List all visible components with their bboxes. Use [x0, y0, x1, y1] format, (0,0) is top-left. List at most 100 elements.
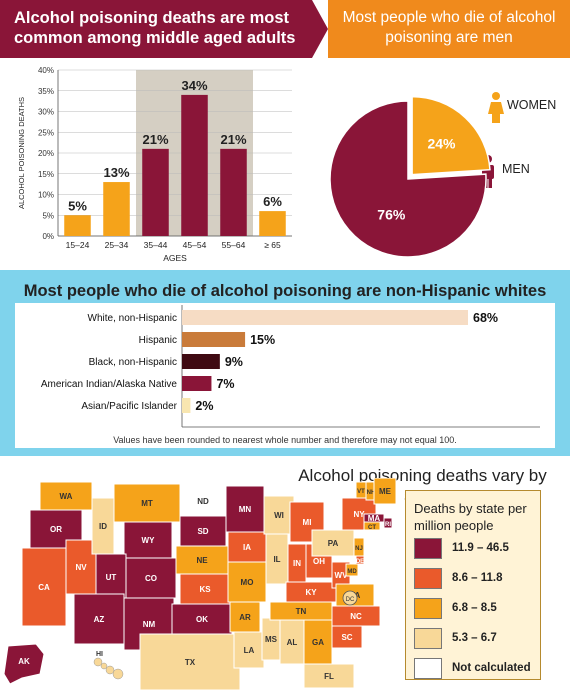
- state-label: WI: [274, 511, 284, 520]
- header-arrow: [312, 0, 328, 58]
- y-tick-label: 30%: [38, 108, 54, 117]
- state-nd: [179, 485, 227, 517]
- legend-swatch: [414, 598, 442, 619]
- state-wy: [123, 521, 173, 559]
- race-category-label: Asian/Pacific Islander: [81, 401, 177, 412]
- state-label: ME: [379, 487, 392, 496]
- woman-icon: [488, 92, 504, 123]
- state-label: NJ: [355, 546, 363, 552]
- x-tick-label: 35–44: [144, 240, 168, 250]
- y-tick-label: 15%: [38, 170, 54, 179]
- state-label: NE: [196, 556, 208, 565]
- x-tick-label: 25–34: [105, 240, 129, 250]
- state-label: MA: [368, 514, 381, 523]
- state-label: NY: [353, 510, 365, 519]
- pie-slice-men: [329, 100, 487, 258]
- state-label: OH: [313, 557, 325, 566]
- state-label: NV: [75, 563, 87, 572]
- y-tick-label: 10%: [38, 191, 54, 200]
- state-mt: [113, 483, 181, 523]
- rounding-note: Values have been rounded to nearest whol…: [113, 435, 457, 445]
- race-category-label: Hispanic: [139, 335, 177, 346]
- state-label: MT: [141, 499, 153, 508]
- state-hi: [100, 662, 108, 670]
- state-ne: [175, 545, 229, 575]
- x-axis-title: AGES: [163, 253, 187, 263]
- state-dc: [342, 590, 358, 606]
- legend-swatch: [414, 658, 442, 679]
- state-la: [233, 631, 265, 669]
- race-bar-chart: White, non-Hispanic 68% Hispanic 15% Black, …: [41, 305, 540, 428]
- state-ga: [303, 619, 333, 665]
- state-map: WA OR CA NV ID MT WY UT AZ CO NM ND SD NE KS OK TX MN IA MO…: [3, 478, 397, 691]
- state-md: [345, 563, 359, 577]
- state-label: MD: [347, 569, 357, 575]
- race-category-label: American Indian/Alaska Native: [41, 379, 178, 390]
- state-label: MS: [265, 635, 278, 644]
- age-bar-value: 6%: [263, 194, 282, 209]
- state-label: AK: [18, 657, 30, 666]
- race-bar-value: 2%: [195, 399, 213, 413]
- state-az: [73, 593, 125, 645]
- legend-swatch: [414, 628, 442, 649]
- y-axis-title: ALCOHOL POISONING DEATHS: [17, 97, 26, 209]
- age-bar: [142, 148, 169, 236]
- state-label: NM: [143, 620, 156, 629]
- state-me: [373, 478, 397, 505]
- state-label: MI: [303, 518, 312, 527]
- state-de: [355, 555, 365, 565]
- race-bar: [182, 310, 468, 325]
- state-label: AL: [287, 638, 298, 647]
- state-label: AR: [239, 613, 251, 622]
- race-bar: [182, 354, 220, 369]
- age-bar: [220, 148, 247, 236]
- state-label: MO: [241, 578, 254, 587]
- race-chart-panel: [15, 303, 555, 448]
- state-label: SD: [197, 527, 208, 536]
- state-label: ND: [197, 497, 209, 506]
- state-label: WY: [142, 536, 156, 545]
- x-tick-label: 45–54: [183, 240, 207, 250]
- y-tick-label: 5%: [42, 211, 54, 220]
- legend-swatch: [414, 568, 442, 589]
- state-ks: [179, 573, 231, 605]
- state-sc: [331, 625, 363, 649]
- age-bar: [181, 94, 208, 237]
- state-label: OR: [50, 525, 62, 534]
- state-ut: [95, 553, 127, 601]
- age-bar: [64, 215, 91, 236]
- state-label: OK: [196, 615, 208, 624]
- state-ct: [363, 521, 381, 531]
- race-bar-value: 15%: [250, 333, 275, 347]
- state-label: DE: [356, 559, 364, 565]
- sex-chart-header: Most people who die of alcohol poisoning…: [328, 0, 570, 58]
- state-label: KY: [305, 588, 317, 597]
- state-label: WA: [60, 492, 73, 501]
- race-bar: [182, 398, 191, 413]
- state-pa: [311, 529, 355, 557]
- state-label: NC: [350, 612, 362, 621]
- race-category-label: Black, non-Hispanic: [89, 357, 177, 368]
- race-category-label: White, non-Hispanic: [88, 313, 177, 324]
- state-label: HI: [96, 651, 103, 658]
- state-label: GA: [312, 638, 324, 647]
- state-label: AZ: [94, 615, 105, 624]
- state-label: NH: [367, 490, 376, 496]
- state-fl: [303, 663, 355, 689]
- race-bar-value: 68%: [473, 311, 498, 325]
- state-label: TX: [185, 658, 196, 667]
- state-label: PA: [328, 539, 339, 548]
- age-bar-chart: 0% 5% 10% 15% 20% 25% 30% 35% 40% 5% 15–24 13% 25–34…: [17, 66, 292, 263]
- state-label: IN: [293, 559, 301, 568]
- state-label: ID: [99, 522, 107, 531]
- race-bar-value: 7%: [216, 377, 234, 391]
- state-label: IL: [273, 555, 280, 564]
- state-ok: [171, 603, 233, 635]
- state-hi: [105, 665, 115, 675]
- age-bar: [103, 182, 130, 236]
- pie-value-men: 76%: [377, 206, 406, 222]
- race-bar-value: 9%: [225, 355, 243, 369]
- state-hi: [112, 668, 124, 680]
- y-tick-label: 20%: [38, 149, 54, 158]
- state-label: SC: [341, 633, 352, 642]
